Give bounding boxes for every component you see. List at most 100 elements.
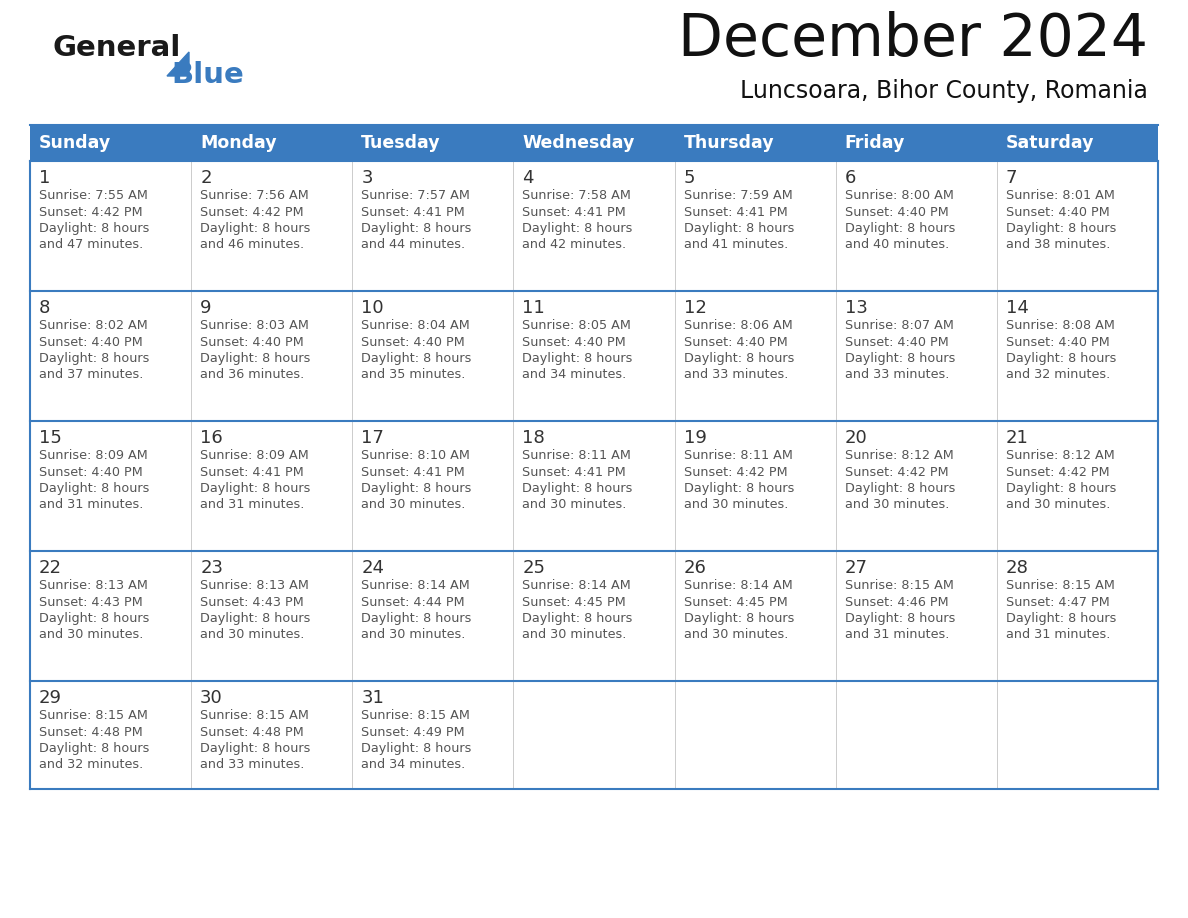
Text: 2: 2 xyxy=(200,169,211,187)
Text: and 36 minutes.: and 36 minutes. xyxy=(200,368,304,382)
Text: Daylight: 8 hours: Daylight: 8 hours xyxy=(683,222,794,235)
Text: Sunset: 4:45 PM: Sunset: 4:45 PM xyxy=(683,596,788,609)
Text: Sunrise: 8:15 AM: Sunrise: 8:15 AM xyxy=(200,709,309,722)
Text: Sunrise: 8:11 AM: Sunrise: 8:11 AM xyxy=(523,449,631,462)
Text: and 30 minutes.: and 30 minutes. xyxy=(361,498,466,511)
Text: 27: 27 xyxy=(845,559,867,577)
Text: Sunset: 4:40 PM: Sunset: 4:40 PM xyxy=(683,335,788,349)
Text: Daylight: 8 hours: Daylight: 8 hours xyxy=(523,612,633,625)
Text: Daylight: 8 hours: Daylight: 8 hours xyxy=(845,222,955,235)
Text: Sunrise: 8:13 AM: Sunrise: 8:13 AM xyxy=(200,579,309,592)
Text: 25: 25 xyxy=(523,559,545,577)
Text: and 40 minutes.: and 40 minutes. xyxy=(845,239,949,252)
Text: Sunrise: 7:55 AM: Sunrise: 7:55 AM xyxy=(39,189,147,202)
Text: 16: 16 xyxy=(200,429,223,447)
Text: Daylight: 8 hours: Daylight: 8 hours xyxy=(200,352,310,365)
Text: Sunrise: 7:58 AM: Sunrise: 7:58 AM xyxy=(523,189,631,202)
Text: 4: 4 xyxy=(523,169,533,187)
Text: and 31 minutes.: and 31 minutes. xyxy=(1006,629,1111,642)
Text: Sunset: 4:40 PM: Sunset: 4:40 PM xyxy=(523,335,626,349)
Text: 30: 30 xyxy=(200,689,223,707)
Text: and 30 minutes.: and 30 minutes. xyxy=(1006,498,1111,511)
FancyBboxPatch shape xyxy=(997,125,1158,161)
Text: General: General xyxy=(52,34,181,62)
Text: Daylight: 8 hours: Daylight: 8 hours xyxy=(39,352,150,365)
Text: and 46 minutes.: and 46 minutes. xyxy=(200,239,304,252)
Text: Daylight: 8 hours: Daylight: 8 hours xyxy=(39,742,150,755)
Text: Sunrise: 8:12 AM: Sunrise: 8:12 AM xyxy=(845,449,954,462)
Text: Sunset: 4:41 PM: Sunset: 4:41 PM xyxy=(523,465,626,478)
Text: Sunset: 4:48 PM: Sunset: 4:48 PM xyxy=(39,725,143,738)
Text: and 32 minutes.: and 32 minutes. xyxy=(39,758,144,771)
Text: 20: 20 xyxy=(845,429,867,447)
Text: Sunset: 4:47 PM: Sunset: 4:47 PM xyxy=(1006,596,1110,609)
Text: Sunset: 4:48 PM: Sunset: 4:48 PM xyxy=(200,725,304,738)
FancyBboxPatch shape xyxy=(30,125,191,161)
FancyBboxPatch shape xyxy=(675,125,835,161)
Text: and 47 minutes.: and 47 minutes. xyxy=(39,239,144,252)
Text: Sunrise: 8:09 AM: Sunrise: 8:09 AM xyxy=(39,449,147,462)
Text: Daylight: 8 hours: Daylight: 8 hours xyxy=(683,612,794,625)
Text: Sunrise: 8:07 AM: Sunrise: 8:07 AM xyxy=(845,319,954,332)
Text: Sunrise: 8:11 AM: Sunrise: 8:11 AM xyxy=(683,449,792,462)
Text: Daylight: 8 hours: Daylight: 8 hours xyxy=(361,612,472,625)
Text: Daylight: 8 hours: Daylight: 8 hours xyxy=(200,612,310,625)
Text: 18: 18 xyxy=(523,429,545,447)
Text: Sunrise: 8:13 AM: Sunrise: 8:13 AM xyxy=(39,579,147,592)
FancyBboxPatch shape xyxy=(191,125,353,161)
Text: Daylight: 8 hours: Daylight: 8 hours xyxy=(361,742,472,755)
FancyBboxPatch shape xyxy=(30,551,1158,681)
Text: Sunrise: 7:56 AM: Sunrise: 7:56 AM xyxy=(200,189,309,202)
Text: Sunset: 4:41 PM: Sunset: 4:41 PM xyxy=(200,465,304,478)
Text: 15: 15 xyxy=(39,429,62,447)
Text: and 37 minutes.: and 37 minutes. xyxy=(39,368,144,382)
Text: Daylight: 8 hours: Daylight: 8 hours xyxy=(1006,482,1117,495)
Text: Daylight: 8 hours: Daylight: 8 hours xyxy=(683,482,794,495)
Text: and 30 minutes.: and 30 minutes. xyxy=(200,629,304,642)
Text: Sunrise: 8:04 AM: Sunrise: 8:04 AM xyxy=(361,319,470,332)
Text: and 32 minutes.: and 32 minutes. xyxy=(1006,368,1110,382)
Text: and 33 minutes.: and 33 minutes. xyxy=(683,368,788,382)
Text: Sunset: 4:44 PM: Sunset: 4:44 PM xyxy=(361,596,465,609)
Text: Sunrise: 7:59 AM: Sunrise: 7:59 AM xyxy=(683,189,792,202)
Text: Sunrise: 8:05 AM: Sunrise: 8:05 AM xyxy=(523,319,631,332)
Text: 3: 3 xyxy=(361,169,373,187)
Text: and 31 minutes.: and 31 minutes. xyxy=(200,498,304,511)
Text: Friday: Friday xyxy=(845,134,905,152)
Text: Sunset: 4:41 PM: Sunset: 4:41 PM xyxy=(523,206,626,218)
Text: Sunset: 4:43 PM: Sunset: 4:43 PM xyxy=(200,596,304,609)
Text: Daylight: 8 hours: Daylight: 8 hours xyxy=(361,482,472,495)
Text: Sunset: 4:43 PM: Sunset: 4:43 PM xyxy=(39,596,143,609)
Text: Sunset: 4:49 PM: Sunset: 4:49 PM xyxy=(361,725,465,738)
Text: Sunset: 4:42 PM: Sunset: 4:42 PM xyxy=(200,206,304,218)
Text: Luncsoara, Bihor County, Romania: Luncsoara, Bihor County, Romania xyxy=(740,79,1148,103)
Text: Sunset: 4:40 PM: Sunset: 4:40 PM xyxy=(1006,335,1110,349)
Text: Sunrise: 7:57 AM: Sunrise: 7:57 AM xyxy=(361,189,470,202)
Text: Saturday: Saturday xyxy=(1006,134,1094,152)
Text: 12: 12 xyxy=(683,299,707,317)
Text: and 38 minutes.: and 38 minutes. xyxy=(1006,239,1111,252)
Text: and 30 minutes.: and 30 minutes. xyxy=(523,498,627,511)
Text: Sunrise: 8:01 AM: Sunrise: 8:01 AM xyxy=(1006,189,1114,202)
Text: 10: 10 xyxy=(361,299,384,317)
Text: Sunset: 4:40 PM: Sunset: 4:40 PM xyxy=(39,465,143,478)
Text: Sunset: 4:42 PM: Sunset: 4:42 PM xyxy=(1006,465,1110,478)
Text: Sunrise: 8:14 AM: Sunrise: 8:14 AM xyxy=(683,579,792,592)
Text: Sunrise: 8:15 AM: Sunrise: 8:15 AM xyxy=(1006,579,1114,592)
Text: Sunrise: 8:09 AM: Sunrise: 8:09 AM xyxy=(200,449,309,462)
Text: Sunrise: 8:03 AM: Sunrise: 8:03 AM xyxy=(200,319,309,332)
Text: 1: 1 xyxy=(39,169,50,187)
FancyBboxPatch shape xyxy=(30,681,1158,789)
Polygon shape xyxy=(168,52,189,76)
Text: Wednesday: Wednesday xyxy=(523,134,634,152)
Text: 31: 31 xyxy=(361,689,384,707)
Text: Daylight: 8 hours: Daylight: 8 hours xyxy=(200,482,310,495)
Text: and 42 minutes.: and 42 minutes. xyxy=(523,239,626,252)
Text: Tuesday: Tuesday xyxy=(361,134,441,152)
Text: Daylight: 8 hours: Daylight: 8 hours xyxy=(1006,612,1117,625)
Text: 13: 13 xyxy=(845,299,867,317)
Text: 11: 11 xyxy=(523,299,545,317)
Text: 7: 7 xyxy=(1006,169,1017,187)
Text: and 41 minutes.: and 41 minutes. xyxy=(683,239,788,252)
Text: Sunset: 4:40 PM: Sunset: 4:40 PM xyxy=(845,206,948,218)
